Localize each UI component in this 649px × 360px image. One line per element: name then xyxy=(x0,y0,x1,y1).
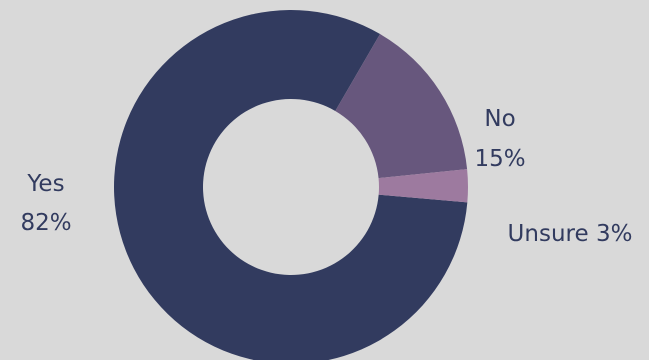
slice-yes xyxy=(114,10,468,360)
label-unsure-category: Unsure xyxy=(508,221,589,247)
donut-slices xyxy=(114,10,468,360)
label-no-percent: 15% xyxy=(474,146,525,172)
label-yes-value: 82% xyxy=(20,210,71,236)
label-yes: Yes xyxy=(26,171,64,197)
label-no-category: No xyxy=(484,106,515,132)
slice-unsure xyxy=(378,169,468,203)
label-no: No xyxy=(484,106,515,132)
slice-no xyxy=(335,34,468,179)
label-yes-category: Yes xyxy=(26,171,64,197)
label-yes-percent: 82% xyxy=(20,210,71,236)
label-unsure: Unsure 3% xyxy=(508,221,633,247)
label-no-value: 15% xyxy=(474,146,525,172)
label-unsure-percent: 3% xyxy=(596,221,633,247)
